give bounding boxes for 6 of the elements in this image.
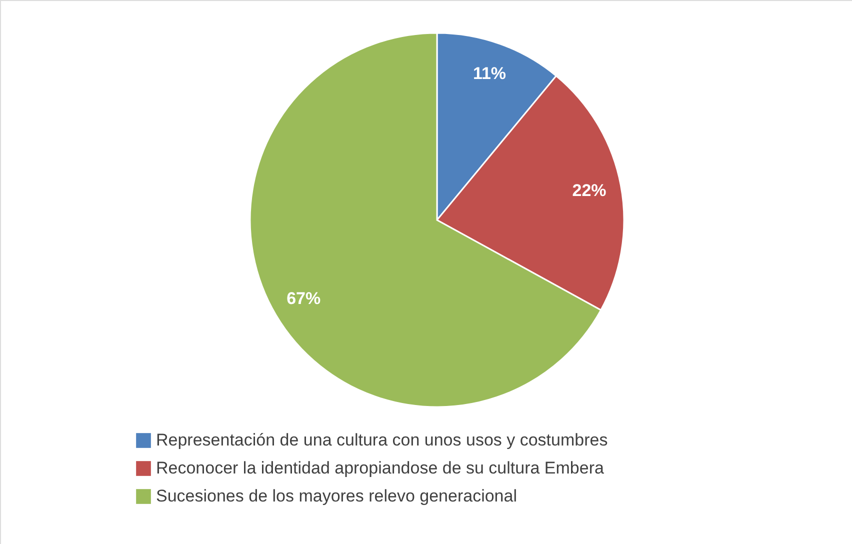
legend-label: Sucesiones de los mayores relevo generacional	[156, 486, 517, 506]
legend-label: Representación de una cultura con unos usos y costumbres	[156, 430, 608, 450]
data-label: 67%	[286, 288, 321, 308]
legend-label: Reconocer la identidad apropiandose de su cultura Embera	[156, 458, 604, 478]
data-label: 11%	[472, 64, 506, 84]
data-label: 22%	[572, 180, 606, 200]
